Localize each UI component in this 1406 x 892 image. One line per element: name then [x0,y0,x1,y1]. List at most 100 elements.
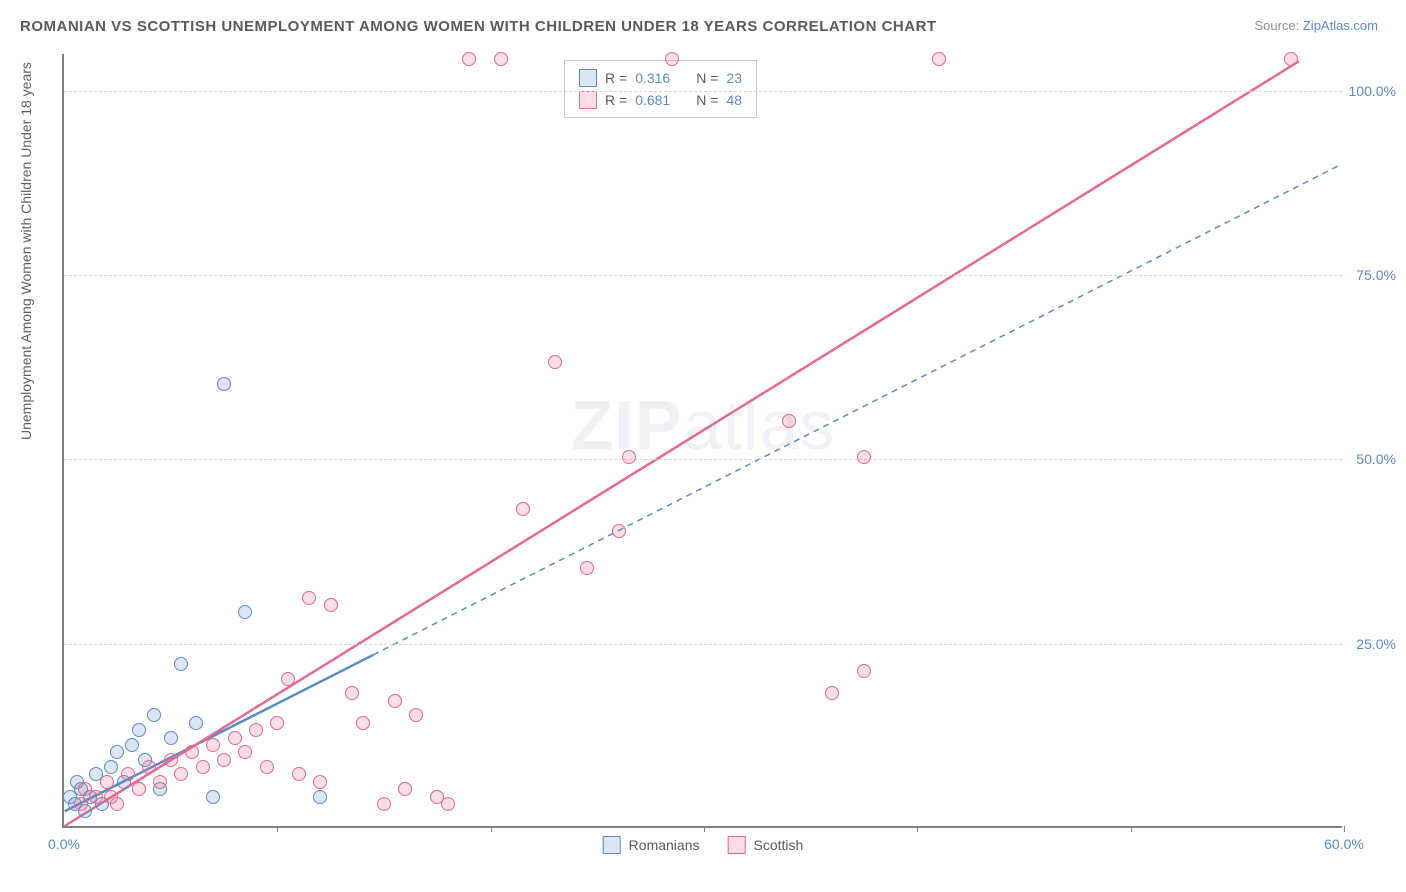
data-point [388,694,402,708]
legend-stats: R = 0.316 N = 23 R = 0.681 N = 48 [564,60,757,118]
data-point [345,686,359,700]
data-point [932,52,946,66]
data-point [377,797,391,811]
data-point [782,414,796,428]
legend-r-value: 0.681 [635,89,670,111]
legend-series: Romanians Scottish [603,836,804,854]
data-point [857,664,871,678]
data-point [313,775,327,789]
data-point [356,716,370,730]
data-point [153,775,167,789]
legend-series-label: Romanians [629,837,700,853]
data-point [164,753,178,767]
data-point [104,790,118,804]
data-point [142,760,156,774]
y-tick-label: 25.0% [1356,636,1396,652]
gridline-horizontal [64,644,1342,645]
data-point [104,760,118,774]
legend-stats-row: R = 0.681 N = 48 [579,89,742,111]
data-point [1284,52,1298,66]
data-point [185,745,199,759]
data-point [580,561,594,575]
legend-n-label: N = [696,89,718,111]
data-point [409,708,423,722]
data-point [622,450,636,464]
data-point [281,672,295,686]
data-point [164,731,178,745]
y-axis-label: Unemployment Among Women with Children U… [18,62,34,440]
gridline-horizontal [64,459,1342,460]
data-point [217,753,231,767]
data-point [292,767,306,781]
data-point [125,738,139,752]
data-point [313,790,327,804]
legend-swatch [579,69,597,87]
data-point [302,591,316,605]
data-point [494,52,508,66]
x-tick-label: 60.0% [1324,836,1364,852]
legend-n-value: 48 [726,89,742,111]
trendline-solid [65,61,1299,826]
data-point [196,760,210,774]
legend-n-label: N = [696,67,718,89]
legend-series-item: Romanians [603,836,700,854]
source-attribution: Source: ZipAtlas.com [1254,18,1378,33]
data-point [147,708,161,722]
data-point [462,52,476,66]
x-tick-mark [491,826,492,832]
data-point [270,716,284,730]
data-point [74,797,88,811]
legend-stats-row: R = 0.316 N = 23 [579,67,742,89]
data-point [206,738,220,752]
legend-r-label: R = [605,67,627,89]
data-point [228,731,242,745]
data-point [249,723,263,737]
legend-r-value: 0.316 [635,67,670,89]
source-link[interactable]: ZipAtlas.com [1303,18,1378,33]
data-point [398,782,412,796]
data-point [132,782,146,796]
data-point [132,723,146,737]
data-point [441,797,455,811]
data-point [78,782,92,796]
gridline-horizontal [64,91,1342,92]
data-point [516,502,530,516]
data-point [857,450,871,464]
data-point [174,767,188,781]
source-prefix: Source: [1254,18,1302,33]
trendline-solid [65,655,374,811]
legend-swatch [579,91,597,109]
data-point [548,355,562,369]
y-tick-label: 100.0% [1349,83,1396,99]
trendlines-layer [64,54,1342,826]
x-tick-mark [1131,826,1132,832]
data-point [100,775,114,789]
scatter-plot-area: ZIPatlas R =0.316N =23R =0.681N =48 Roma… [62,54,1342,828]
data-point [238,745,252,759]
x-tick-mark [1344,826,1345,832]
x-tick-mark [277,826,278,832]
x-tick-label: 0.0% [48,836,80,852]
data-point [612,524,626,538]
legend-swatch [603,836,621,854]
data-point [121,767,135,781]
legend-series-label: Scottish [754,837,804,853]
y-tick-label: 50.0% [1356,451,1396,467]
data-point [217,377,231,391]
x-tick-mark [917,826,918,832]
trendline-dashed [373,164,1341,655]
legend-n-value: 23 [726,67,742,89]
legend-swatch [728,836,746,854]
chart-title: ROMANIAN VS SCOTTISH UNEMPLOYMENT AMONG … [20,18,937,35]
gridline-horizontal [64,275,1342,276]
data-point [260,760,274,774]
legend-series-item: Scottish [728,836,804,854]
data-point [174,657,188,671]
data-point [324,598,338,612]
data-point [110,745,124,759]
data-point [189,716,203,730]
legend-r-label: R = [605,89,627,111]
x-tick-mark [704,826,705,832]
data-point [825,686,839,700]
data-point [665,52,679,66]
